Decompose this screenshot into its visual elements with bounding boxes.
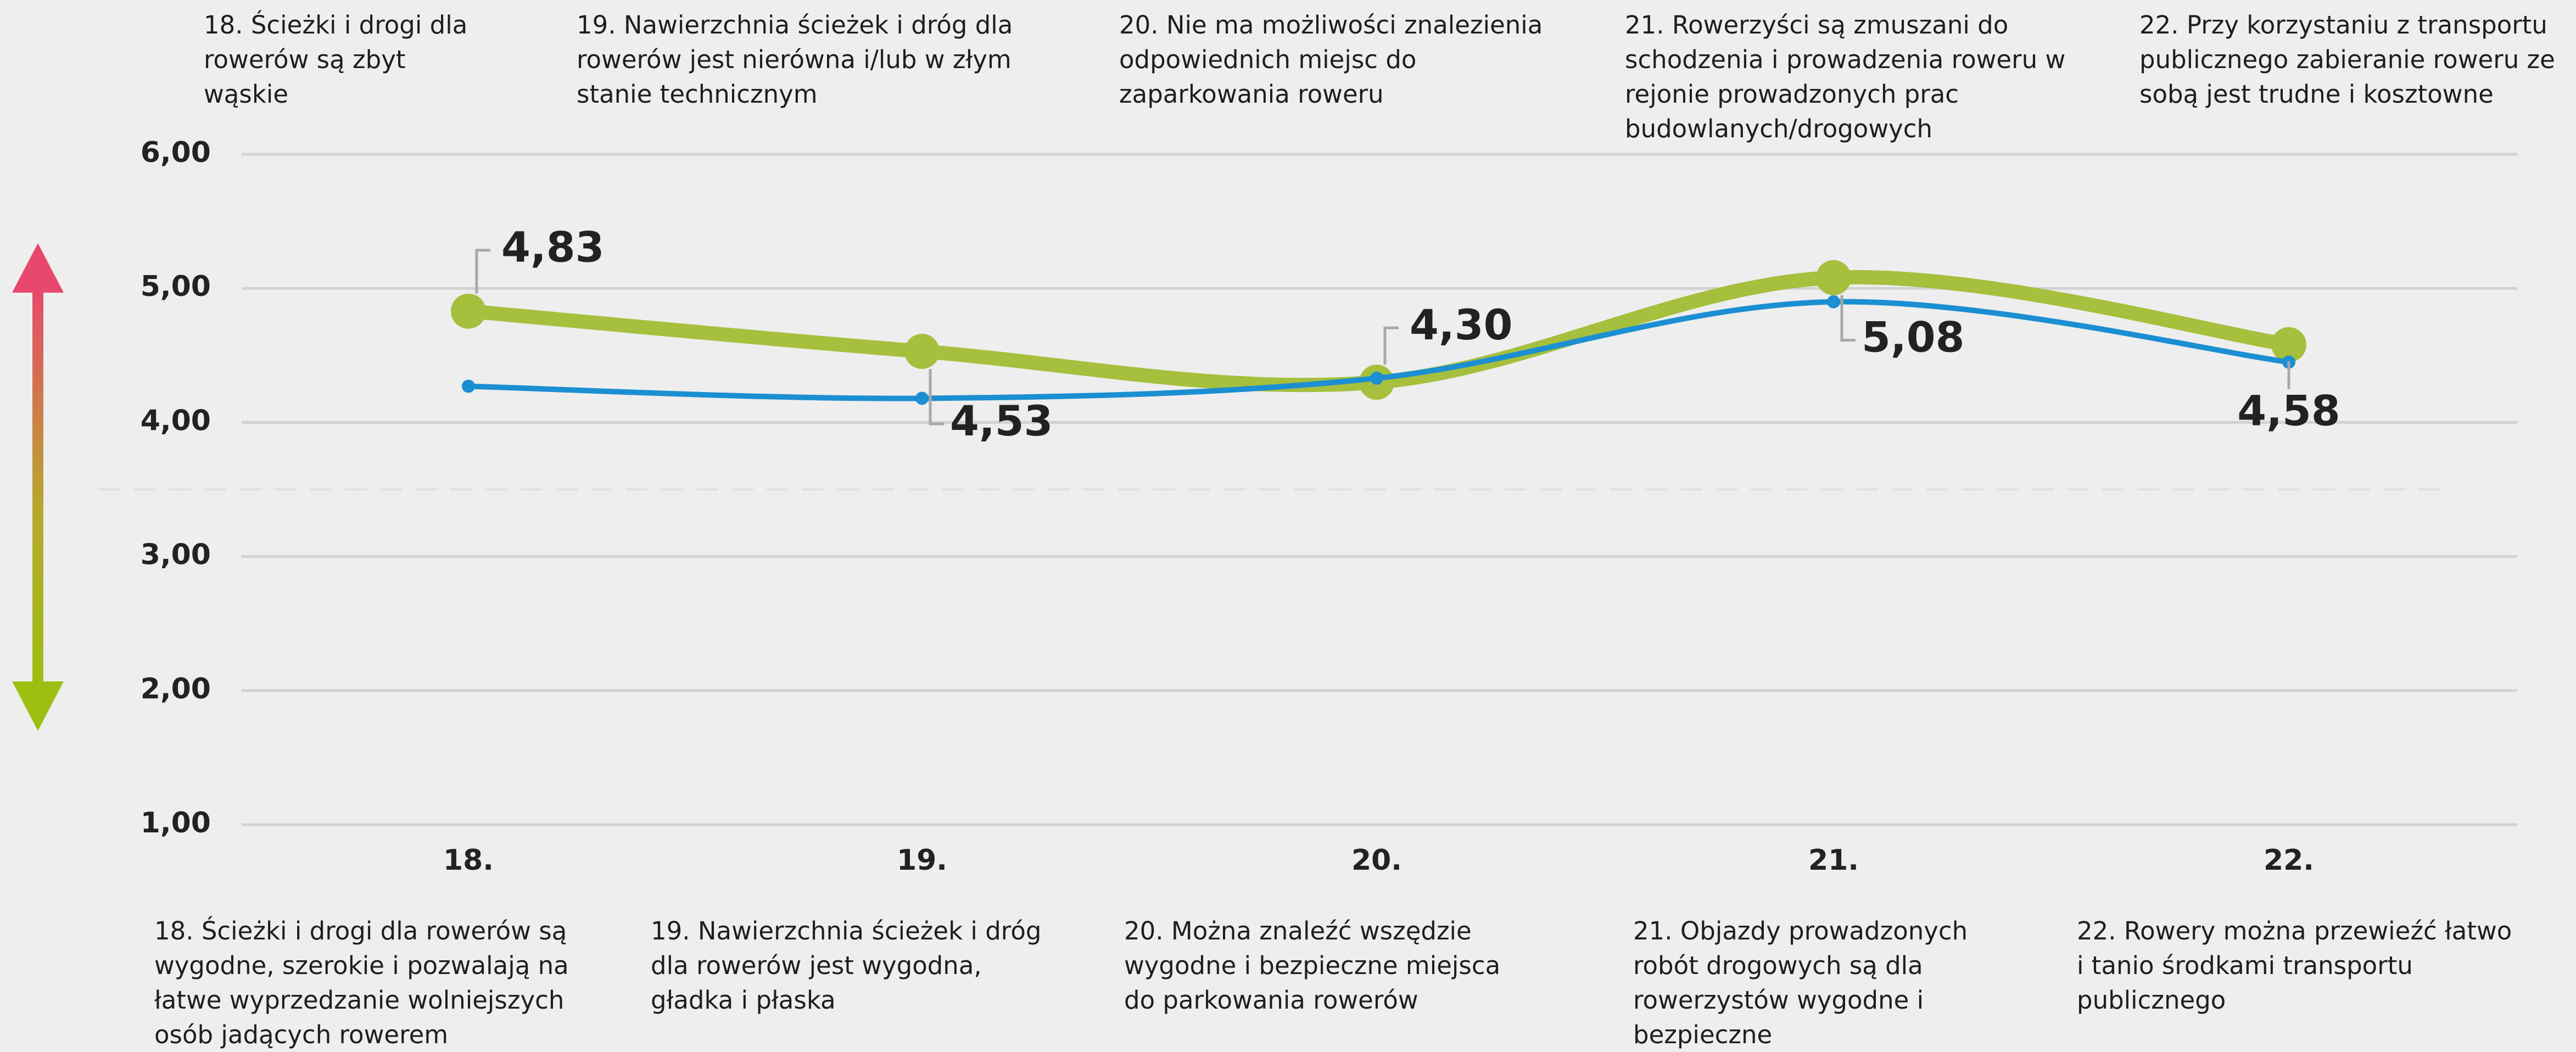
annotation: 18. Ścieżki i drogi dla rowerów są wygod… (154, 916, 569, 1049)
scale-arrow (12, 243, 64, 731)
leader-line (475, 249, 490, 294)
data-label: 4,53 (950, 396, 1053, 445)
x-tick-label: 20. (1351, 844, 1402, 877)
x-tick-label: 22. (2264, 844, 2314, 877)
x-tick-label: 18. (443, 844, 494, 877)
point (2271, 327, 2306, 362)
data-label: 4,30 (1410, 300, 1513, 349)
annotation: 19. Nawierzchnia ścieżek i dróg dla rowe… (651, 916, 1042, 1015)
y-tick-label: 5,00 (141, 270, 211, 303)
data-label: 4,83 (501, 223, 605, 272)
annotation: 19. Nawierzchnia ścieżek i dróg dla rowe… (577, 10, 1013, 109)
point (1816, 260, 1851, 295)
annotation: 20. Nie ma możliwości znalezienia odpowi… (1119, 10, 1543, 109)
annotation: 21. Rowerzyści są zmuszani do schodzenia… (1625, 10, 2066, 143)
y-tick-label: 2,00 (141, 673, 211, 706)
y-tick-label: 4,00 (141, 404, 211, 437)
point (451, 293, 486, 329)
leader-line (929, 368, 944, 426)
annotation: 21. Objazdy prowadzonych robót drogowych… (1633, 916, 1968, 1049)
annotation: 22. Rowery można przewieźć łatwo i tanio… (2077, 916, 2512, 1015)
point (462, 379, 475, 393)
x-tick-label: 19. (897, 844, 947, 877)
x-tick-label: 21. (1808, 844, 1859, 877)
y-tick-label: 6,00 (141, 136, 211, 169)
point (904, 333, 940, 369)
annotation: 18. Ścieżki i drogi dla rowerów są zbyt … (204, 10, 468, 109)
data-label: 5,08 (1862, 313, 1965, 362)
point (1827, 295, 1840, 309)
y-tick-label: 3,00 (141, 539, 211, 572)
point (915, 391, 929, 405)
leader-line (1840, 295, 1856, 342)
data-label: 4,58 (2237, 387, 2340, 435)
leader-line (1383, 326, 1399, 365)
point (1370, 371, 1383, 385)
annotation: 22. Przy korzystaniu z transportu public… (2139, 10, 2555, 109)
annotation: 20. Można znaleźć wszędzie wygodne i bez… (1124, 916, 1501, 1015)
y-tick-label: 1,00 (141, 807, 211, 840)
